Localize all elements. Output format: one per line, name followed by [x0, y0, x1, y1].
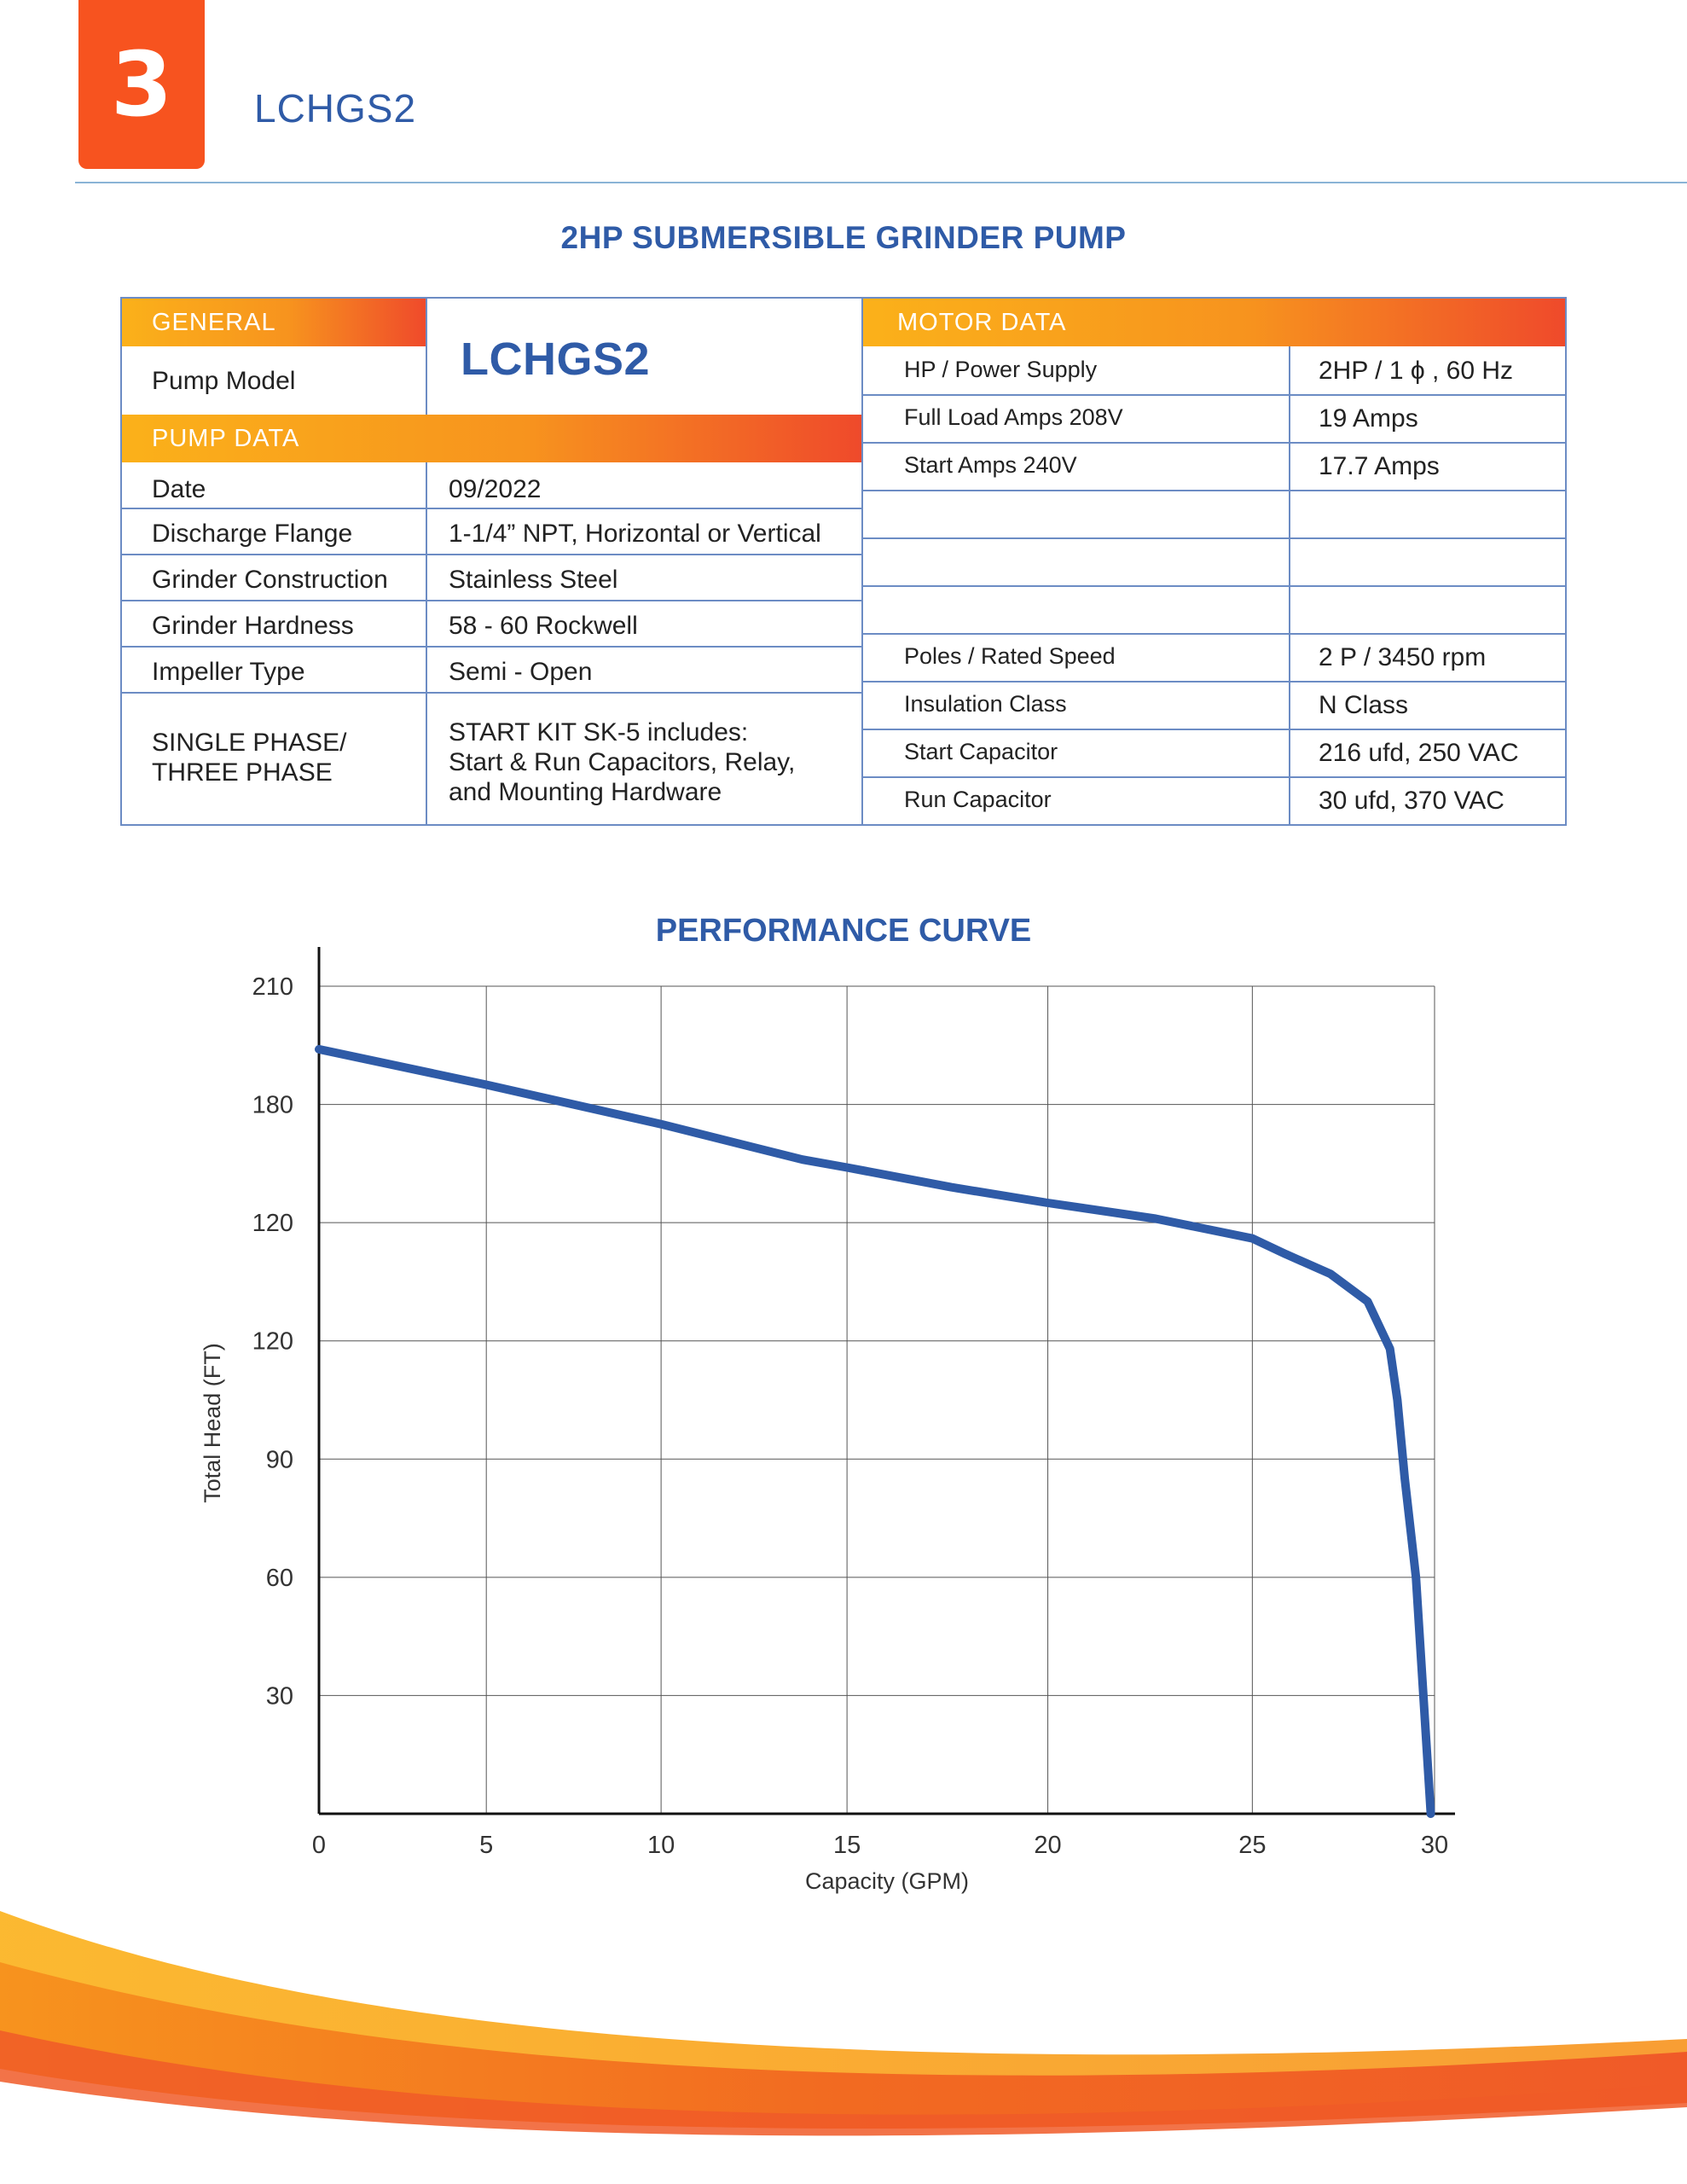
x-tick-label: 5	[479, 1832, 493, 1859]
start-capacitor-value: 216 ufd, 250 VAC	[1319, 739, 1519, 767]
divider	[426, 462, 427, 824]
hp-power-label: HP / Power Supply	[904, 357, 1098, 382]
poles-speed-label: Poles / Rated Speed	[904, 643, 1116, 669]
hp-power-value: 2HP / 1 ϕ , 60 Hz	[1319, 357, 1514, 385]
spec-table: GENERAL PUMP DATA MOTOR DATA Pump Model …	[120, 297, 1567, 826]
x-tick-label: 10	[647, 1832, 675, 1859]
full-load-amps-value: 19 Amps	[1319, 404, 1418, 433]
chart-ticks: 0 5 10 15 20 25 30 210 180 120 120 90 60 30	[252, 973, 1449, 1859]
general-header-bar: GENERAL	[122, 299, 426, 346]
y-tick-label: 30	[266, 1682, 293, 1710]
y-axis-label: Total Head (FT)	[200, 1343, 225, 1503]
y-tick-label: 120	[252, 1210, 293, 1237]
general-header: GENERAL	[152, 309, 276, 336]
grinder-construction-label: Grinder Construction	[152, 566, 388, 594]
motor-data-header-bar: MOTOR DATA	[863, 299, 1565, 346]
section-number: 3	[110, 32, 173, 136]
row-divider	[861, 776, 1567, 778]
chart-grid	[319, 985, 1435, 1814]
x-tick-label: 0	[312, 1832, 326, 1859]
y-tick-label: 180	[252, 1092, 293, 1119]
performance-chart: 0 5 10 15 20 25 30 210 180 120 120 90 60 30 Capacity …	[200, 947, 1455, 1894]
motor-data-header: MOTOR DATA	[897, 309, 1067, 336]
row-divider	[861, 537, 1567, 539]
phase-label-line: SINGLE PHASE/	[152, 729, 347, 757]
full-load-amps-label: Full Load Amps 208V	[904, 404, 1123, 430]
start-amps-value: 17.7 Amps	[1319, 452, 1440, 480]
row-divider	[122, 554, 861, 555]
y-tick-label: 210	[252, 973, 293, 1001]
y-tick-label: 60	[266, 1565, 293, 1592]
run-capacitor-value: 30 ufd, 370 VAC	[1319, 787, 1504, 815]
document-title: 2HP SUBMERSIBLE GRINDER PUMP	[560, 220, 1127, 255]
phase-label: SINGLE PHASE/ THREE PHASE	[152, 728, 346, 787]
pump-model-value: LCHGS2	[461, 334, 651, 385]
row-divider	[861, 681, 1567, 682]
x-tick-label: 25	[1238, 1832, 1266, 1859]
insulation-class-label: Insulation Class	[904, 691, 1067, 717]
y-tick-label: 120	[252, 1328, 293, 1356]
y-tick-label: 90	[266, 1446, 293, 1473]
row-divider	[122, 692, 861, 694]
chart-axes	[317, 947, 1455, 1815]
divider	[861, 299, 863, 824]
phase-label-line: THREE PHASE	[152, 758, 333, 787]
pump-model-label: Pump Model	[152, 367, 296, 395]
row-divider	[122, 646, 861, 648]
date-label: Date	[152, 475, 206, 503]
start-capacitor-label: Start Capacitor	[904, 739, 1058, 764]
date-value: 09/2022	[449, 475, 542, 503]
x-tick-label: 15	[833, 1832, 861, 1859]
pump-data-header-bar: PUMP DATA	[122, 415, 861, 462]
start-kit-line: START KIT SK-5 includes:	[449, 718, 749, 746]
poles-speed-value: 2 P / 3450 rpm	[1319, 643, 1487, 671]
run-capacitor-label: Run Capacitor	[904, 787, 1052, 812]
impeller-type-label: Impeller Type	[152, 658, 305, 686]
decorative-swoosh	[0, 1911, 1687, 2136]
header-divider	[75, 182, 1687, 183]
row-divider	[861, 394, 1567, 396]
chart-series	[315, 1044, 1435, 1818]
start-kit-line: and Mounting Hardware	[449, 778, 722, 806]
impeller-type-value: Semi - Open	[449, 658, 593, 686]
row-divider	[861, 585, 1567, 587]
discharge-flange-value: 1-1/4” NPT, Horizontal or Vertical	[449, 520, 821, 548]
x-tick-label: 30	[1421, 1832, 1448, 1859]
row-divider	[122, 600, 861, 601]
model-heading: LCHGS2	[254, 86, 417, 131]
grinder-hardness-value: 58 - 60 Rockwell	[449, 612, 638, 640]
pump-data-header: PUMP DATA	[152, 425, 300, 452]
discharge-flange-label: Discharge Flange	[152, 520, 353, 548]
grinder-hardness-label: Grinder Hardness	[152, 612, 354, 640]
row-divider	[861, 490, 1567, 491]
chart-title: PERFORMANCE CURVE	[655, 913, 1032, 949]
series-line-total-head	[315, 1044, 1435, 1818]
x-axis-label: Capacity (GPM)	[805, 1868, 969, 1894]
start-amps-label: Start Amps 240V	[904, 452, 1077, 478]
row-divider	[861, 729, 1567, 730]
insulation-class-value: N Class	[1319, 691, 1409, 719]
x-tick-label: 20	[1034, 1832, 1061, 1859]
start-kit-line: Start & Run Capacitors, Relay,	[449, 748, 796, 776]
start-kit-value: START KIT SK-5 includes: Start & Run Cap…	[449, 717, 795, 807]
grinder-construction-value: Stainless Steel	[449, 566, 618, 594]
row-divider	[122, 508, 861, 509]
row-divider	[861, 633, 1567, 635]
divider	[426, 299, 427, 415]
row-divider	[861, 442, 1567, 444]
section-number-badge: 3	[78, 0, 205, 169]
